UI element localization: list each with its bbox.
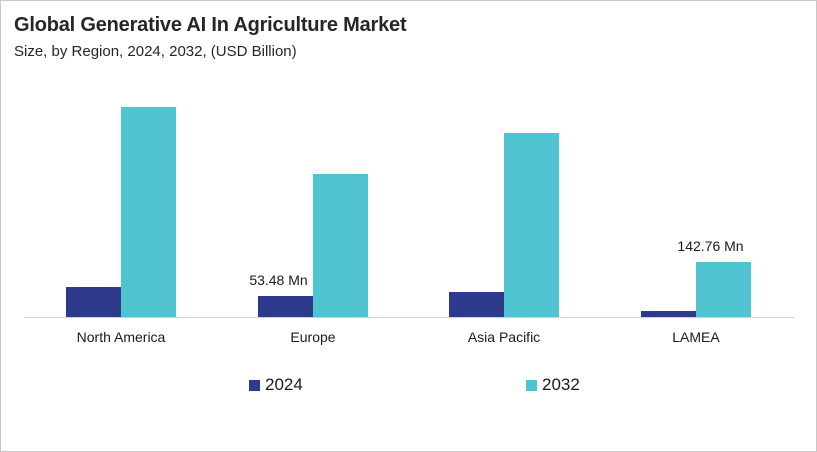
data-label: 142.76 Mn <box>677 238 744 254</box>
bar-lamea-2024 <box>641 311 696 317</box>
x-tick-label: LAMEA <box>672 329 720 345</box>
bar-north-america-2024 <box>66 287 121 317</box>
bar-europe-2032 <box>313 174 368 317</box>
legend-label-2032: 2032 <box>542 375 580 394</box>
legend-swatch-2032 <box>526 379 537 391</box>
x-tick-label: Asia Pacific <box>467 329 541 345</box>
bar-asia-pacific-2032 <box>504 133 559 317</box>
bar-asia-pacific-2024 <box>449 292 504 317</box>
chart-subtitle: Size, by Region, 2024, 2032, (USD Billio… <box>14 43 297 60</box>
legend-swatch-2024 <box>249 379 260 391</box>
legend-label-2024: 2024 <box>265 375 303 394</box>
x-tick-label: North America <box>76 329 166 345</box>
bar-europe-2024 <box>258 296 313 317</box>
legend-item-2032: 2032 <box>526 375 580 395</box>
x-tick-label: Europe <box>290 329 336 345</box>
bar-north-america-2032 <box>121 107 176 317</box>
legend-item-2024: 2024 <box>249 375 303 395</box>
x-axis-line <box>24 317 794 318</box>
data-label: 53.48 Mn <box>249 272 308 288</box>
chart-title: Global Generative AI In Agriculture Mark… <box>14 14 407 36</box>
bar-lamea-2032 <box>696 262 751 317</box>
